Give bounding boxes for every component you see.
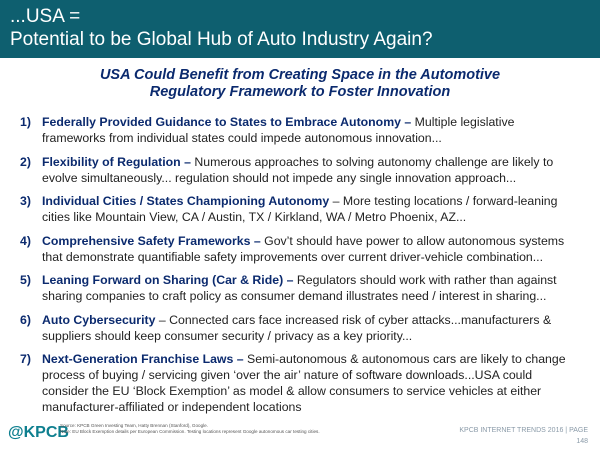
- item-text: Regulators should work with rather than …: [42, 273, 557, 303]
- item-number: 2): [20, 154, 31, 169]
- item-text: Semi-autonomous & autonomous cars are li…: [42, 352, 566, 414]
- item-body: Next-Generation Franchise Laws – Semi-au…: [42, 351, 580, 415]
- item-list: 1) Federally Provided Guidance to States …: [20, 114, 580, 423]
- page-number: 148: [576, 438, 588, 445]
- item-lead: Flexibility of Regulation –: [42, 154, 191, 169]
- item-body: Auto Cybersecurity – Connected cars face…: [42, 312, 580, 344]
- subtitle-line: Regulatory Framework to Foster Innovatio…: [149, 84, 451, 100]
- item-number: 5): [20, 273, 31, 287]
- header: ...USA = Potential to be Global Hub of A…: [0, 0, 600, 58]
- title: ...USA =: [10, 6, 81, 27]
- item-number: 6): [20, 312, 31, 327]
- item: 1) Federally Provided Guidance to States …: [20, 114, 580, 146]
- item-text: – More testing locations / forward-leani…: [42, 194, 558, 224]
- title: Potential to be Global Hub of Auto Indus…: [10, 29, 433, 50]
- item-lead: Comprehensive Safety Frameworks –: [42, 233, 261, 248]
- item-lead: Leaning Forward on Sharing (Car & Ride) …: [42, 273, 294, 287]
- item-number: 4): [20, 233, 31, 248]
- item: 5) Leaning Forward on Sharing (Car & Ride…: [20, 272, 580, 304]
- item-body: Flexibility of Regulation – Numerous app…: [42, 154, 580, 186]
- item-number: 1): [20, 115, 31, 129]
- source-notes: Source: KPCB Green Investing Team, Hatty…: [60, 423, 320, 435]
- item-text: Multiple legislative frameworks from ind…: [42, 115, 515, 145]
- item-body: Comprehensive Safety Frameworks – Gov’t …: [42, 233, 580, 265]
- item-body: Federally Provided Guidance to States to…: [42, 114, 580, 146]
- item-lead: Federally Provided Guidance to States to…: [42, 115, 412, 129]
- item: 3) Individual Cities / States Championing…: [20, 193, 580, 225]
- item: 4) Comprehensive Safety Frameworks – Gov’…: [20, 233, 580, 265]
- item-text: Numerous approaches to solving autonomy …: [42, 154, 554, 185]
- source: Source: KPCB Green Investing Team, Hatty…: [60, 423, 209, 428]
- logo: @KPCB: [8, 424, 69, 441]
- item-lead: Next-Generation Franchise Laws –: [42, 352, 244, 366]
- item-lead: Auto Cybersecurity: [42, 312, 156, 327]
- item-body: Individual Cities / States Championing A…: [42, 193, 580, 225]
- subtitle: USA Could Benefit from Creating Space in…: [40, 67, 560, 101]
- note: Note: EU Block Exemption details per Eur…: [60, 429, 320, 434]
- item-lead: Individual Cities / States Championing A…: [42, 194, 330, 208]
- item-text: – Connected cars face increased risk of …: [42, 312, 552, 343]
- footer-label: KPCB INTERNET TRENDS 2016 | PAGE: [459, 427, 588, 434]
- item: 6) Auto Cybersecurity – Connected cars fa…: [20, 312, 580, 344]
- item-number: 7): [20, 352, 31, 366]
- subtitle-line: USA Could Benefit from Creating Space in…: [99, 67, 501, 83]
- item-number: 3): [20, 194, 31, 208]
- item: 7) Next-Generation Franchise Laws – Semi-…: [20, 351, 580, 415]
- item-text: Gov’t should have power to allow autonom…: [42, 233, 565, 264]
- item-body: Leaning Forward on Sharing (Car & Ride) …: [42, 272, 580, 304]
- item: 2) Flexibility of Regulation – Numerous a…: [20, 154, 580, 186]
